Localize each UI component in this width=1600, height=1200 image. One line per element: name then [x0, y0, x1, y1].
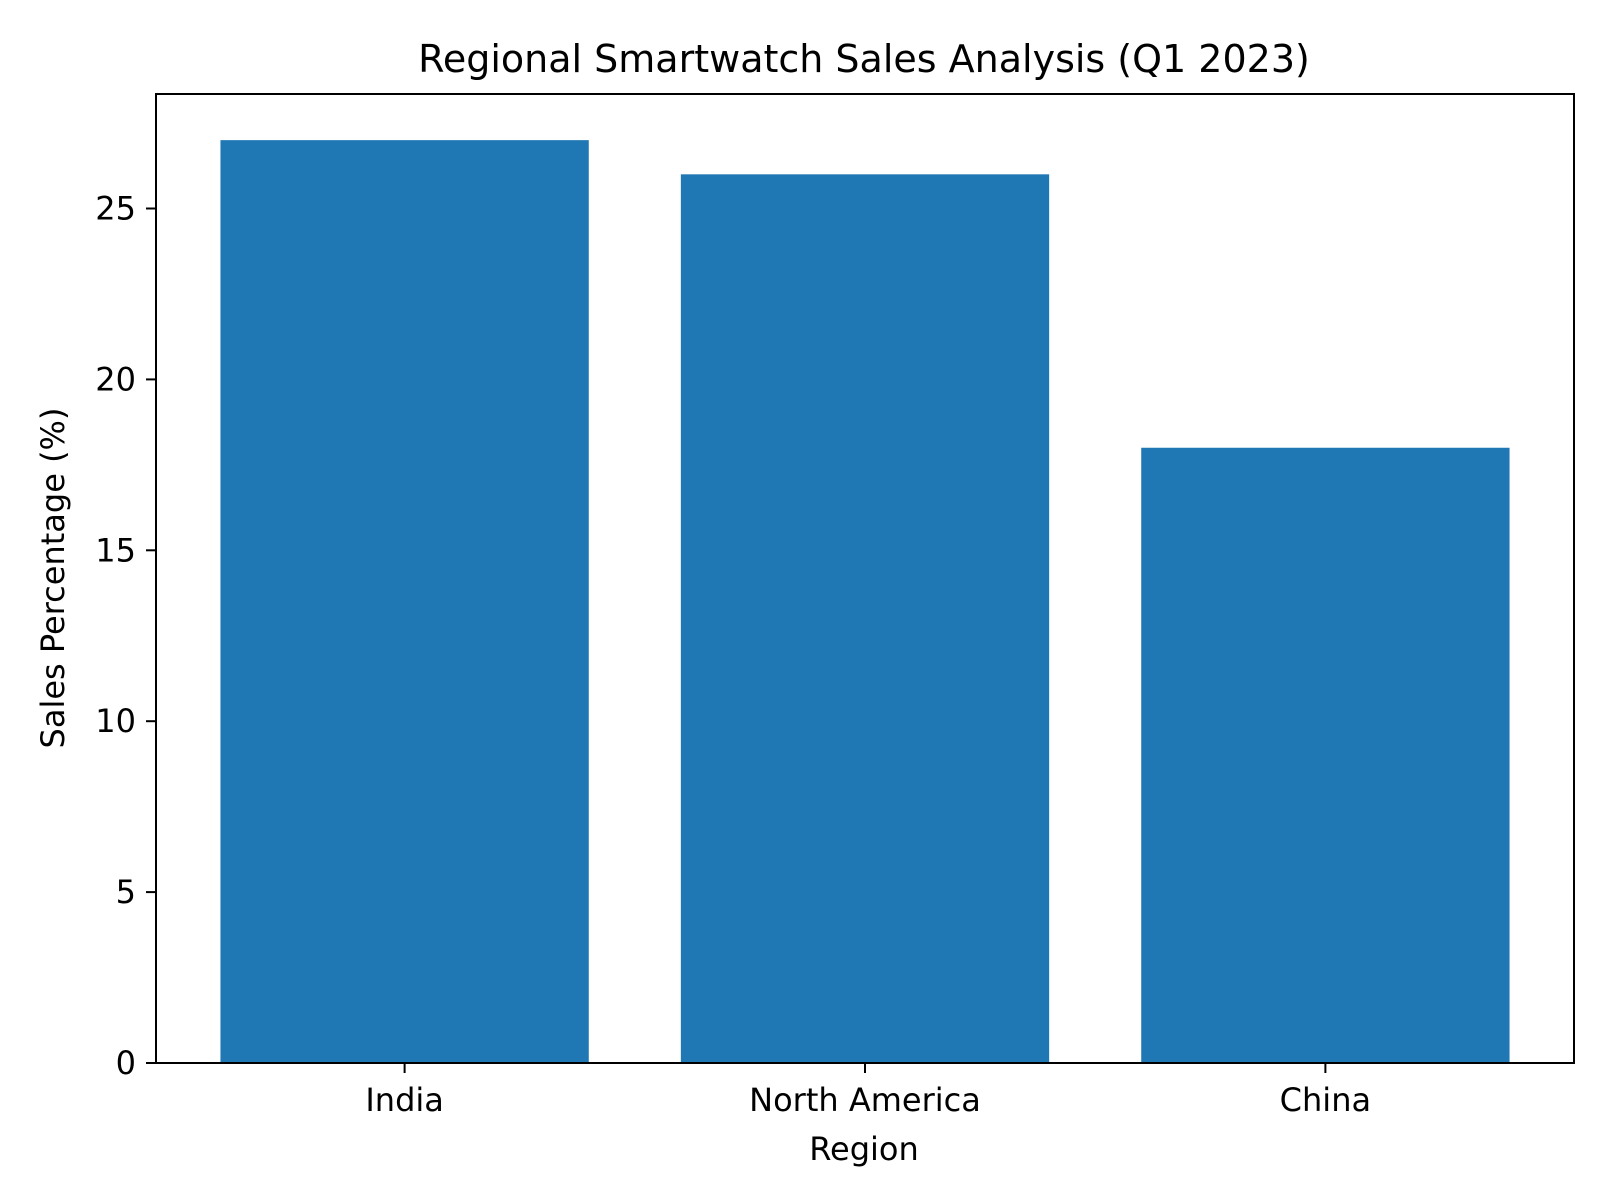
- y-tick-label: 0: [116, 1044, 136, 1082]
- x-axis-label: Region: [809, 1130, 919, 1168]
- y-tick-label: 15: [95, 531, 136, 569]
- bar-china: [1141, 447, 1510, 1063]
- plot-frame: [155, 93, 1575, 1064]
- y-tick-label: 20: [95, 360, 136, 398]
- x-tick-label: China: [1280, 1081, 1371, 1119]
- chart-title: Regional Smartwatch Sales Analysis (Q1 2…: [418, 37, 1310, 81]
- y-tick-label: 5: [116, 873, 136, 911]
- y-axis-label: Sales Percentage (%): [34, 408, 72, 749]
- x-tick-label: North America: [749, 1081, 981, 1119]
- bar-india: [220, 140, 589, 1064]
- y-tick-label: 25: [95, 190, 136, 228]
- plot-area: India North America China 0 5 10 15 20 25: [95, 140, 1510, 1119]
- bar-north-america: [680, 174, 1050, 1063]
- x-tick-label: India: [365, 1081, 444, 1119]
- y-tick-label: 10: [95, 702, 136, 740]
